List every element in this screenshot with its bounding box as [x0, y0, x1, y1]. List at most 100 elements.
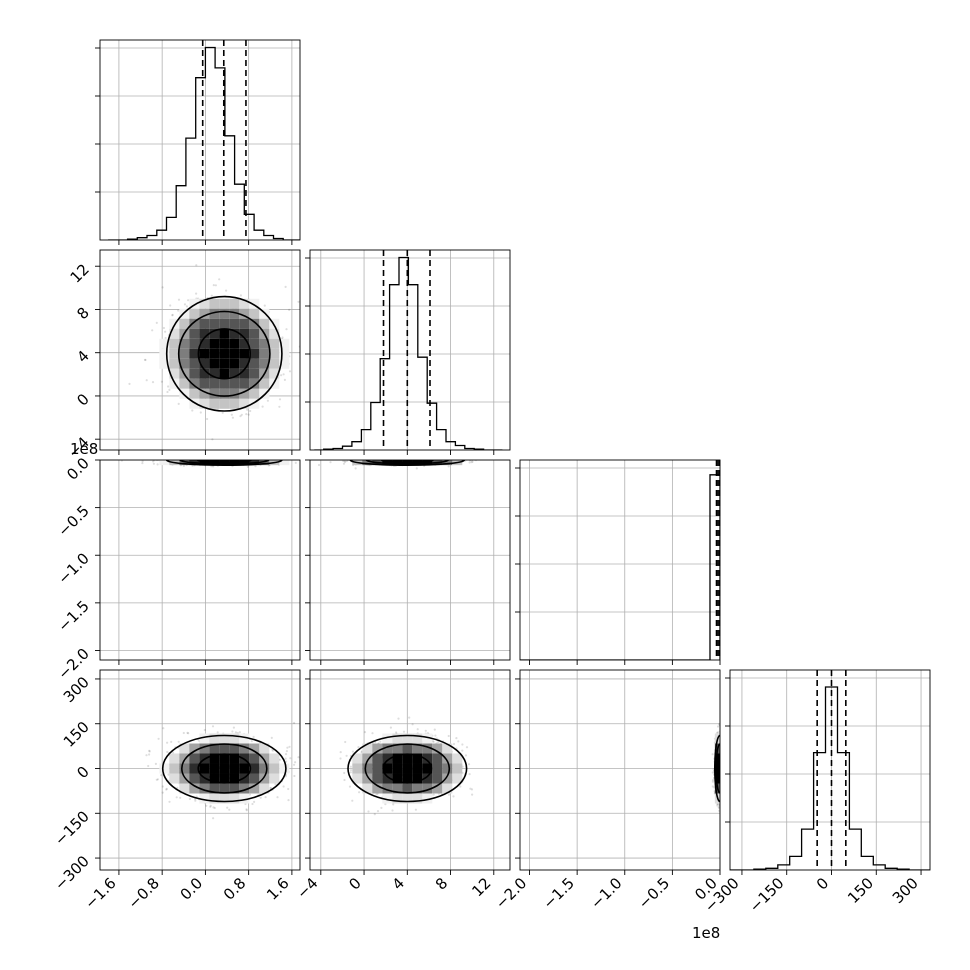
density-cell: [189, 298, 200, 309]
scatter-point: [145, 379, 148, 382]
scatter-point: [284, 753, 288, 756]
scatter-point: [173, 458, 175, 460]
scatter-point: [224, 457, 226, 459]
density-cell: [249, 743, 260, 754]
scatter-point: [236, 457, 238, 459]
density-cell: [229, 338, 240, 349]
scatter-point: [194, 457, 196, 459]
scatter-point: [426, 457, 428, 459]
scatter-point: [433, 457, 435, 459]
scatter-point: [451, 457, 453, 459]
scatter-point: [224, 457, 226, 459]
scatter-point: [254, 465, 257, 468]
scatter-point: [410, 457, 412, 459]
scatter-point: [440, 456, 442, 458]
scatter-point: [345, 754, 348, 757]
density-cell: [179, 318, 190, 329]
scatter-point: [272, 457, 274, 459]
density-cell: [249, 318, 260, 329]
scatter-point: [143, 358, 147, 361]
scatter-point: [340, 754, 342, 756]
scatter-point: [411, 457, 413, 459]
density-cell: [189, 378, 200, 389]
scatter-point: [231, 416, 234, 419]
histogram-panel-3: [725, 669, 931, 875]
density-cell: [169, 773, 180, 784]
scatter-point: [369, 456, 371, 458]
density-panel-2-0: [100, 454, 301, 660]
scatter-point: [408, 457, 410, 459]
scatter-point: [471, 458, 473, 460]
scatter-point: [247, 455, 249, 457]
density-cell: [382, 743, 393, 754]
scatter-point: [380, 806, 383, 810]
scatter-point: [263, 455, 265, 457]
scatter-point: [360, 751, 363, 754]
scatter-point: [396, 455, 398, 457]
scatter-point: [234, 457, 236, 459]
scatter-point: [371, 454, 373, 456]
density-cell: [249, 298, 260, 309]
scatter-point: [381, 455, 383, 457]
density-cell: [239, 318, 250, 329]
scatter-point: [398, 457, 400, 459]
density-cell: [209, 328, 220, 339]
density-cell: [199, 348, 210, 359]
density-cell: [189, 783, 200, 794]
scatter-point: [460, 458, 462, 460]
scatter-point: [283, 378, 286, 381]
scatter-point: [180, 457, 182, 459]
scatter-point: [216, 458, 218, 460]
scatter-point: [392, 457, 394, 459]
scatter-point: [399, 456, 401, 458]
density-cell: [229, 763, 240, 774]
density-cell: [372, 743, 383, 754]
density-cell: [382, 763, 393, 774]
scatter-point: [299, 457, 301, 459]
scatter-point: [407, 455, 409, 457]
scatter-point: [240, 458, 242, 460]
scatter-point: [233, 457, 235, 459]
scatter-point: [223, 457, 225, 459]
scatter-point: [243, 456, 245, 458]
contour-level: [382, 753, 433, 784]
scatter-point: [156, 778, 159, 781]
density-cell: [199, 368, 210, 379]
scatter-point: [220, 455, 222, 457]
scatter-point: [232, 457, 234, 459]
scatter-point: [272, 457, 274, 459]
scatter-point: [148, 749, 151, 752]
density-cell: [239, 388, 250, 399]
scatter-point: [209, 457, 211, 459]
contour-level: [177, 310, 271, 397]
density-cell: [209, 783, 220, 794]
scatter-point: [206, 454, 208, 456]
panel-frame: [729, 669, 931, 871]
density-cell: [239, 368, 250, 379]
scatter-point: [226, 457, 228, 459]
density-cell: [422, 753, 433, 764]
scatter-point: [379, 452, 381, 454]
scatter-point: [232, 457, 234, 459]
density-cell: [239, 298, 250, 309]
density-cell: [209, 398, 220, 409]
scatter-point: [245, 413, 248, 416]
density-cell: [422, 773, 433, 784]
scatter-point: [423, 456, 425, 458]
scatter-point: [407, 457, 409, 459]
scatter-point: [235, 457, 237, 459]
density-cell: [189, 318, 200, 329]
scatter-point: [450, 455, 452, 457]
scatter-point: [437, 741, 440, 744]
scatter-point: [225, 289, 228, 292]
scatter-point: [386, 457, 388, 459]
density-cell: [209, 378, 220, 389]
density-cell: [219, 338, 230, 349]
density-cell: [259, 763, 270, 774]
scatter-point: [193, 457, 195, 459]
scatter-point: [263, 458, 265, 460]
scatter-point: [289, 757, 292, 760]
scatter-point: [196, 457, 198, 459]
scatter-point: [384, 803, 387, 806]
scatter-point: [426, 457, 428, 459]
